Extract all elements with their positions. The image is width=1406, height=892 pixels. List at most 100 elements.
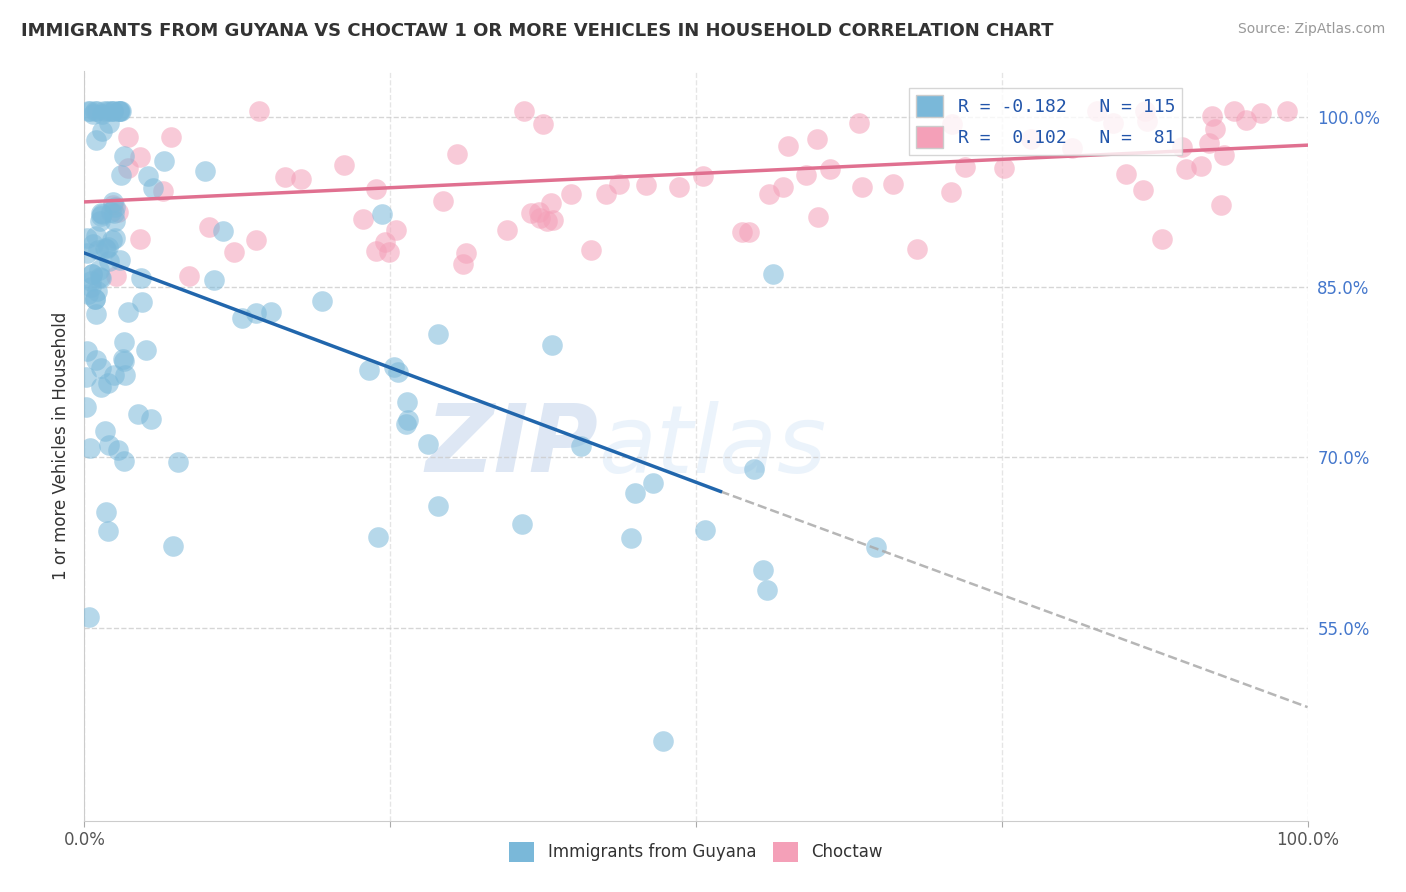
Point <box>620 531 643 545</box>
Point <box>446 147 468 161</box>
Point <box>177 269 200 284</box>
Point <box>385 223 408 237</box>
Text: atlas: atlas <box>598 401 827 491</box>
Point <box>127 407 149 421</box>
Point <box>941 185 963 199</box>
Point <box>371 207 394 221</box>
Point <box>496 222 519 236</box>
Point <box>117 130 139 145</box>
Point <box>84 228 107 243</box>
Point <box>387 365 409 379</box>
Point <box>752 563 775 577</box>
Point <box>806 132 828 146</box>
Point <box>527 204 550 219</box>
Point <box>83 104 105 119</box>
Point <box>396 413 419 427</box>
Point <box>541 212 564 227</box>
Point <box>1136 114 1159 128</box>
Point <box>416 437 439 451</box>
Point <box>112 454 135 468</box>
Point <box>222 244 245 259</box>
Point <box>84 133 107 147</box>
Point <box>378 245 401 260</box>
Point <box>103 231 125 245</box>
Point <box>1019 132 1042 146</box>
Point <box>212 224 235 238</box>
Point <box>851 179 873 194</box>
Point <box>1170 140 1192 154</box>
Point <box>1101 116 1123 130</box>
Point <box>581 243 603 257</box>
Point <box>136 169 159 183</box>
Point <box>569 439 592 453</box>
Point <box>93 104 115 119</box>
Point <box>540 338 562 352</box>
Point <box>651 733 673 747</box>
Point <box>290 172 312 186</box>
Point <box>117 161 139 176</box>
Point <box>103 195 125 210</box>
Point <box>1211 197 1233 211</box>
Point <box>731 225 754 239</box>
Point <box>101 198 124 212</box>
Point <box>231 310 253 325</box>
Point <box>953 160 976 174</box>
Point <box>905 243 928 257</box>
Point <box>103 206 125 220</box>
Point <box>103 104 125 119</box>
Point <box>1150 232 1173 246</box>
Point <box>90 107 112 121</box>
Point <box>454 246 477 260</box>
Point <box>75 370 97 384</box>
Point <box>166 454 188 468</box>
Point <box>112 351 135 366</box>
Point <box>129 232 152 246</box>
Point <box>97 240 120 254</box>
Point <box>82 267 104 281</box>
Point <box>129 150 152 164</box>
Point <box>76 344 98 359</box>
Point <box>117 305 139 319</box>
Point <box>98 437 121 451</box>
Point <box>84 353 107 368</box>
Point <box>129 271 152 285</box>
Text: IMMIGRANTS FROM GUYANA VS CHOCTAW 1 OR MORE VEHICLES IN HOUSEHOLD CORRELATION CH: IMMIGRANTS FROM GUYANA VS CHOCTAW 1 OR M… <box>21 22 1053 40</box>
Point <box>382 359 405 374</box>
Point <box>84 292 107 306</box>
Point <box>86 104 108 119</box>
Point <box>96 376 118 390</box>
Point <box>882 177 904 191</box>
Point <box>82 267 104 281</box>
Point <box>112 354 135 368</box>
Point <box>79 610 101 624</box>
Point <box>762 267 785 281</box>
Point <box>245 306 267 320</box>
Point <box>394 417 416 431</box>
Point <box>90 124 112 138</box>
Point <box>90 380 112 394</box>
Point <box>114 368 136 383</box>
Point <box>366 244 388 258</box>
Point <box>695 523 717 537</box>
Point <box>595 186 617 201</box>
Point <box>98 104 121 119</box>
Point <box>1198 136 1220 151</box>
Point <box>90 209 112 223</box>
Point <box>772 179 794 194</box>
Point <box>432 194 454 209</box>
Point <box>427 326 450 341</box>
Point <box>1085 104 1108 119</box>
Point <box>90 271 112 285</box>
Point <box>152 154 174 169</box>
Point <box>112 335 135 350</box>
Point <box>89 213 111 227</box>
Point <box>1062 141 1084 155</box>
Point <box>536 214 558 228</box>
Point <box>104 214 127 228</box>
Point <box>1223 104 1246 119</box>
Point <box>103 368 125 382</box>
Point <box>198 219 221 234</box>
Point <box>776 138 799 153</box>
Point <box>738 225 761 239</box>
Point <box>260 305 283 319</box>
